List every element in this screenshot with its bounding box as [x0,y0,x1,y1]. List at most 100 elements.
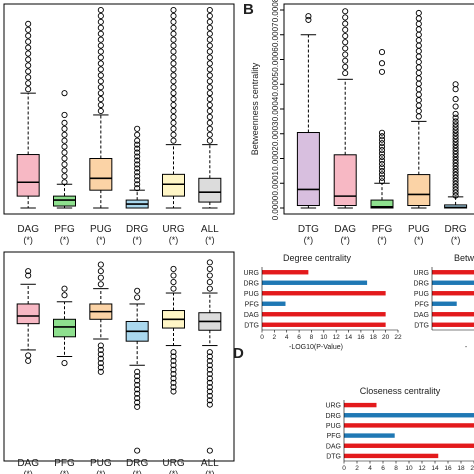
outlier-point [134,447,141,454]
outlier-point [61,360,68,367]
bar-dtg [262,322,386,327]
category-label: DAG [334,224,356,235]
outlier-point [170,12,177,19]
outlier-point [170,90,177,97]
outlier-point [170,72,177,79]
outlier-point [170,113,177,120]
outlier-point [61,292,68,299]
outlier-point [206,388,213,395]
bar-urg [262,270,309,275]
significance-label: (*) [205,235,215,245]
outlier-point [206,447,213,454]
box-dag [16,303,40,325]
outlier-point [170,60,177,67]
outlier-point [206,379,213,386]
x-tick-label: 14 [345,334,353,341]
outlier-point [61,131,68,138]
outlier-point [206,272,213,279]
outlier-point [61,149,68,156]
category-label: PUG [414,291,429,298]
category-label: DAG [326,443,341,450]
box-pfg [53,195,76,207]
outlier-point [134,181,141,188]
box-pug [89,158,113,191]
outlier-point [97,346,104,353]
category-label: PUG [244,291,259,298]
outlier-point [452,136,459,143]
outlier-point [378,136,386,143]
outlier-point [134,149,141,156]
plot-frame [3,251,235,462]
outlier-point [206,362,213,369]
outlier-point [452,189,459,196]
outlier-point [25,272,32,279]
outlier-point [452,145,459,152]
category-label: PFG [54,458,75,469]
outlier-point [342,70,349,77]
category-label: URG [243,270,259,277]
box-dtg [296,132,320,207]
outlier-point [452,130,459,137]
outlier-point [97,360,104,367]
outlier-point [170,84,177,91]
significance-label: (*) [304,235,314,245]
outlier-point [134,403,141,410]
outlier-point [206,357,213,364]
outlier-point [342,51,349,58]
outlier-point [170,388,177,395]
y-tick-label: 0.0003 [271,121,280,146]
bar-pug [262,291,386,296]
category-label: URG [413,270,429,277]
outlier-point [134,145,141,152]
outlier-point [206,401,213,408]
outlier-point [97,24,104,31]
outlier-point [206,42,213,49]
category-label: PUG [326,423,341,430]
outlier-point [134,157,141,164]
outlier-point [97,18,104,25]
outlier-point [25,20,32,27]
outlier-point [415,15,422,22]
category-label: DRG [126,458,148,469]
x-tick-label: 4 [368,465,372,472]
category-label: PFG [415,301,429,308]
outlier-point [134,386,141,393]
x-tick-label: 22 [394,334,402,341]
outlier-point [206,36,213,43]
x-tick-label: 0 [260,334,264,341]
category-label: DAG [414,312,429,319]
outlier-point [134,373,141,380]
outlier-point [452,168,459,175]
significance-label: (*) [169,235,179,245]
outlier-point [61,90,68,97]
outlier-point [134,395,141,402]
outlier-point [170,370,177,378]
box-urg [162,173,185,197]
outlier-point [342,32,349,40]
outlier-point [61,137,68,144]
bar-urg [432,270,474,275]
outlier-point [378,167,386,174]
bar-dag [262,312,386,317]
significance-label: (*) [60,469,70,474]
outlier-point [170,272,177,279]
outlier-point [25,50,32,57]
outlier-point [378,171,386,178]
outlier-point [206,375,213,382]
outlier-point [378,157,386,164]
category-label: DTG [244,322,259,329]
category-label: PUG [90,224,112,235]
panel-d-betweenness-bars: Betw URG DRG PUG PFG DAG DTG - [413,253,474,351]
outlier-point [134,169,141,176]
outlier-point [170,36,177,43]
outlier-point [25,268,32,275]
outlier-point [452,186,459,193]
outlier-point [206,84,213,91]
x-tick-label: 0 [342,465,346,472]
outlier-point [170,379,177,386]
category-label: URG [162,458,184,469]
outlier-point [170,42,177,49]
outlier-point [97,96,104,103]
outlier-point [452,114,459,121]
